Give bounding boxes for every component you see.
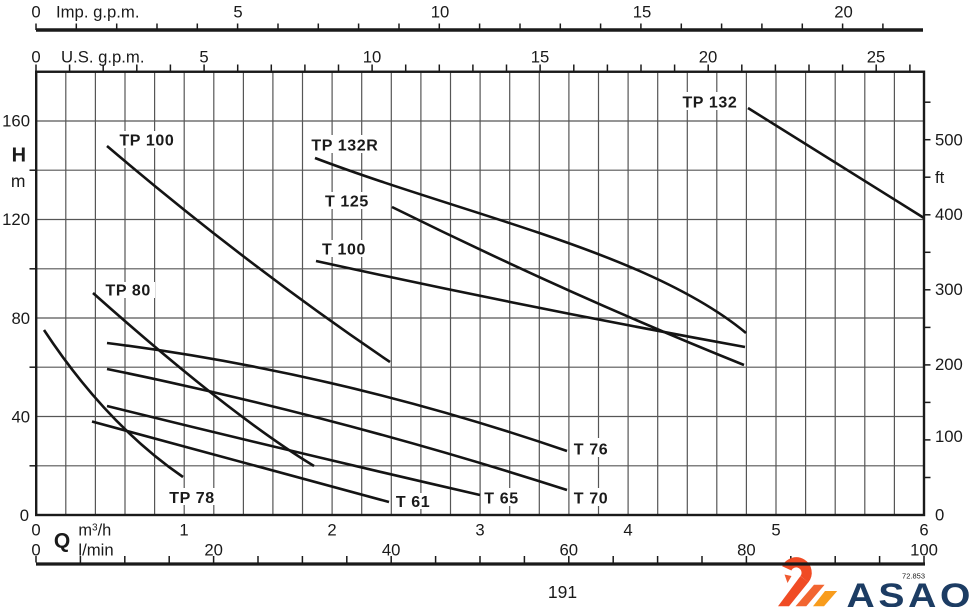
svg-text:4: 4 — [623, 520, 632, 539]
svg-text:191: 191 — [548, 582, 577, 602]
svg-text:0: 0 — [935, 505, 944, 524]
svg-text:2: 2 — [327, 520, 336, 539]
svg-text:m3/h: m3/h — [78, 522, 111, 540]
svg-text:ASAO: ASAO — [847, 576, 975, 607]
svg-text:15: 15 — [633, 3, 652, 22]
svg-text:0: 0 — [31, 3, 40, 22]
svg-text:5: 5 — [199, 47, 208, 66]
svg-text:T 100: T 100 — [322, 242, 366, 259]
svg-text:100: 100 — [910, 540, 938, 559]
svg-text:TP 132: TP 132 — [682, 94, 737, 111]
svg-text:TP 132R: TP 132R — [311, 137, 378, 154]
svg-text:160: 160 — [2, 111, 30, 130]
svg-text:TP 100: TP 100 — [119, 132, 174, 149]
svg-text:5: 5 — [233, 3, 242, 22]
svg-text:Imp. g.p.m.: Imp. g.p.m. — [56, 3, 139, 22]
svg-text:300: 300 — [935, 280, 963, 299]
svg-text:T 76: T 76 — [574, 442, 608, 459]
svg-text:15: 15 — [531, 47, 550, 66]
svg-text:3: 3 — [475, 520, 484, 539]
svg-text:T 61: T 61 — [396, 494, 430, 511]
svg-text:TP 80: TP 80 — [105, 283, 150, 300]
svg-text:U.S. g.p.m.: U.S. g.p.m. — [61, 47, 144, 66]
svg-text:TP 78: TP 78 — [169, 490, 214, 507]
svg-text:80: 80 — [737, 540, 756, 559]
svg-text:20: 20 — [834, 3, 853, 22]
svg-text:500: 500 — [935, 131, 963, 150]
svg-text:H: H — [12, 145, 26, 167]
svg-text:400: 400 — [935, 205, 963, 224]
svg-text:200: 200 — [935, 355, 963, 374]
svg-text:0: 0 — [31, 540, 40, 559]
svg-text:40: 40 — [11, 407, 30, 426]
svg-text:0: 0 — [31, 47, 40, 66]
svg-text:T 65: T 65 — [484, 491, 518, 508]
svg-text:72.853: 72.853 — [902, 572, 925, 581]
svg-text:0: 0 — [31, 520, 40, 539]
svg-text:25: 25 — [867, 47, 886, 66]
svg-text:40: 40 — [382, 540, 401, 559]
svg-text:m: m — [11, 171, 26, 191]
svg-text:T 70: T 70 — [574, 491, 608, 508]
svg-text:80: 80 — [11, 309, 30, 328]
svg-text:ft: ft — [935, 168, 945, 187]
svg-text:100: 100 — [935, 427, 963, 446]
svg-text:10: 10 — [431, 3, 450, 22]
svg-text:20: 20 — [699, 47, 718, 66]
svg-text:l/min: l/min — [78, 540, 113, 559]
svg-text:Q: Q — [54, 530, 70, 553]
svg-text:10: 10 — [363, 47, 382, 66]
svg-text:120: 120 — [2, 210, 30, 229]
svg-text:1: 1 — [179, 520, 188, 539]
svg-text:0: 0 — [20, 506, 29, 525]
svg-text:20: 20 — [204, 540, 223, 559]
svg-text:T 125: T 125 — [325, 193, 369, 210]
svg-text:60: 60 — [560, 540, 579, 559]
svg-text:5: 5 — [771, 520, 780, 539]
svg-text:6: 6 — [919, 520, 928, 539]
